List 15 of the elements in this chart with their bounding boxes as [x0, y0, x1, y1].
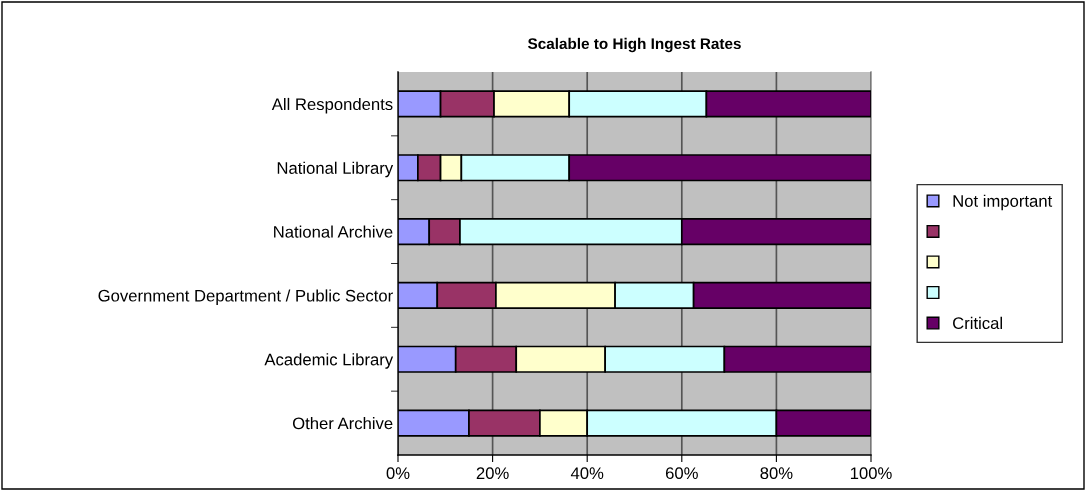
y-tick-label: All Respondents: [271, 97, 393, 114]
chart-title: Scalable to High Ingest Rates: [527, 37, 741, 53]
x-tick-label: 0%: [386, 467, 410, 480]
y-tick-label: Academic Library: [264, 353, 394, 369]
x-tick-label: 20%: [476, 467, 509, 480]
legend-label: Not important: [953, 194, 1053, 211]
y-tick-label: National Library: [277, 161, 394, 178]
x-tick-label: 80%: [760, 467, 793, 480]
y-tick-label: Government Department / Public Sector: [98, 289, 393, 305]
legend-label: Critical: [953, 316, 1002, 330]
x-tick-label: 60%: [665, 467, 698, 480]
y-tick-label: Other Archive: [292, 417, 393, 430]
y-tick-label: National Archive: [274, 225, 393, 238]
x-tick-label: 100%: [850, 467, 892, 480]
x-tick-label: 40%: [570, 467, 604, 480]
